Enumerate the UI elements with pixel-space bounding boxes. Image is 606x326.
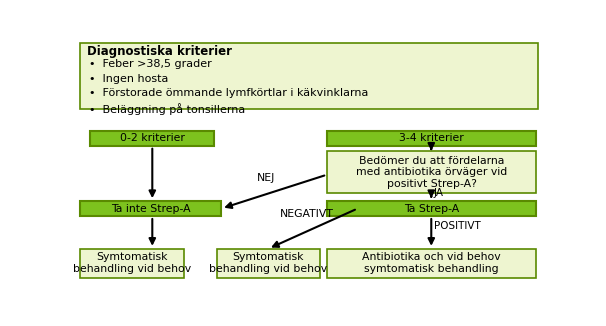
FancyBboxPatch shape bbox=[327, 249, 536, 278]
Text: Ta inte Strep-A: Ta inte Strep-A bbox=[111, 203, 191, 214]
FancyBboxPatch shape bbox=[81, 201, 221, 216]
Text: •  Beläggning på tonsillerna: • Beläggning på tonsillerna bbox=[89, 103, 245, 115]
Text: NEGATIVT: NEGATIVT bbox=[280, 209, 334, 218]
Text: POSITIVT: POSITIVT bbox=[434, 221, 481, 231]
Text: •  Förstorade ömmande lymfkörtlar i käkvinklarna: • Förstorade ömmande lymfkörtlar i käkvi… bbox=[89, 88, 368, 98]
FancyBboxPatch shape bbox=[81, 43, 538, 110]
FancyBboxPatch shape bbox=[327, 151, 536, 194]
Text: Symtomatisk
behandling vid behov: Symtomatisk behandling vid behov bbox=[209, 252, 327, 274]
Text: JA: JA bbox=[434, 188, 444, 198]
Text: NEJ: NEJ bbox=[256, 173, 275, 184]
Text: Antibiotika och vid behov
symtomatisk behandling: Antibiotika och vid behov symtomatisk be… bbox=[362, 252, 501, 274]
Text: Diagnostiska kriterier: Diagnostiska kriterier bbox=[87, 45, 233, 58]
FancyBboxPatch shape bbox=[81, 249, 184, 278]
Text: Symtomatisk
behandling vid behov: Symtomatisk behandling vid behov bbox=[73, 252, 191, 274]
Text: Bedömer du att fördelarna
med antibiotika örväger vid
positivt Strep-A?: Bedömer du att fördelarna med antibiotik… bbox=[356, 156, 507, 189]
Text: 0-2 kriterier: 0-2 kriterier bbox=[119, 133, 184, 143]
FancyBboxPatch shape bbox=[217, 249, 320, 278]
Text: Ta Strep-A: Ta Strep-A bbox=[404, 203, 459, 214]
Text: •  Ingen hosta: • Ingen hosta bbox=[89, 74, 168, 84]
Text: •  Feber >38,5 grader: • Feber >38,5 grader bbox=[89, 59, 211, 69]
FancyBboxPatch shape bbox=[327, 201, 536, 216]
FancyBboxPatch shape bbox=[327, 131, 536, 146]
FancyBboxPatch shape bbox=[90, 131, 215, 146]
Text: 3-4 kriterier: 3-4 kriterier bbox=[399, 133, 464, 143]
